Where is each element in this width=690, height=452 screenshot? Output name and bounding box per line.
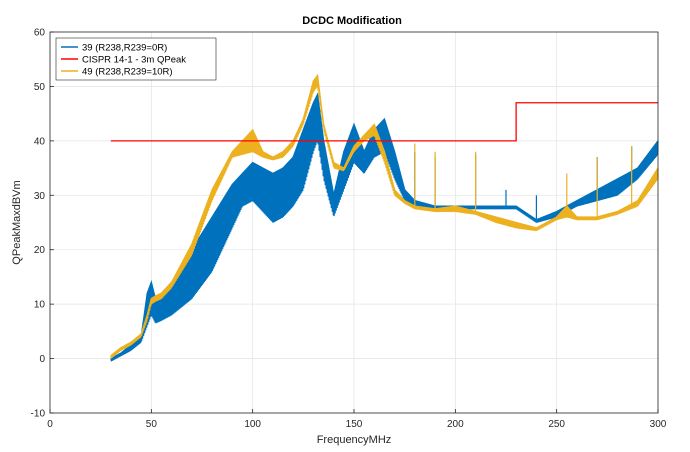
legend-box	[55, 37, 217, 81]
y-tick-label: 60	[34, 28, 46, 39]
x-tick-label: 300	[650, 419, 667, 430]
y-axis-title: QPeakMaxdBVm	[11, 180, 23, 264]
x-tick-label: 200	[447, 419, 464, 430]
x-tick-label: 50	[146, 419, 158, 430]
legend-entry: CISPR 14-1 - 3m QPeak	[82, 54, 186, 65]
grid	[49, 31, 659, 414]
limit-line	[110, 102, 658, 142]
series-line-0	[110, 94, 659, 362]
legend-entry: 49 (R238,R239=10R)	[82, 66, 173, 77]
x-tick-label: 150	[346, 419, 363, 430]
y-tick-label: -10	[31, 409, 46, 420]
y-tick-label: 0	[39, 354, 45, 365]
y-tick-label: 50	[34, 82, 46, 93]
legend-entry: 39 (R238,R239=0R)	[82, 42, 167, 53]
x-tick-label: 0	[47, 419, 53, 430]
legend: 39 (R238,R239=0R)CISPR 14-1 - 3m QPeak49…	[55, 37, 217, 81]
y-tick-label: 20	[34, 245, 46, 256]
chart-title: DCDC Modification	[302, 15, 402, 27]
x-tick-label: 250	[548, 419, 565, 430]
y-tick-label: 30	[34, 191, 46, 202]
series-envelope-2	[110, 73, 659, 357]
series-layer	[110, 73, 659, 362]
x-tick-label: 100	[244, 419, 261, 430]
y-tick-label: 10	[34, 300, 46, 311]
y-tick-label: 40	[34, 136, 46, 147]
x-axis-title: FrequencyMHz	[317, 434, 392, 446]
